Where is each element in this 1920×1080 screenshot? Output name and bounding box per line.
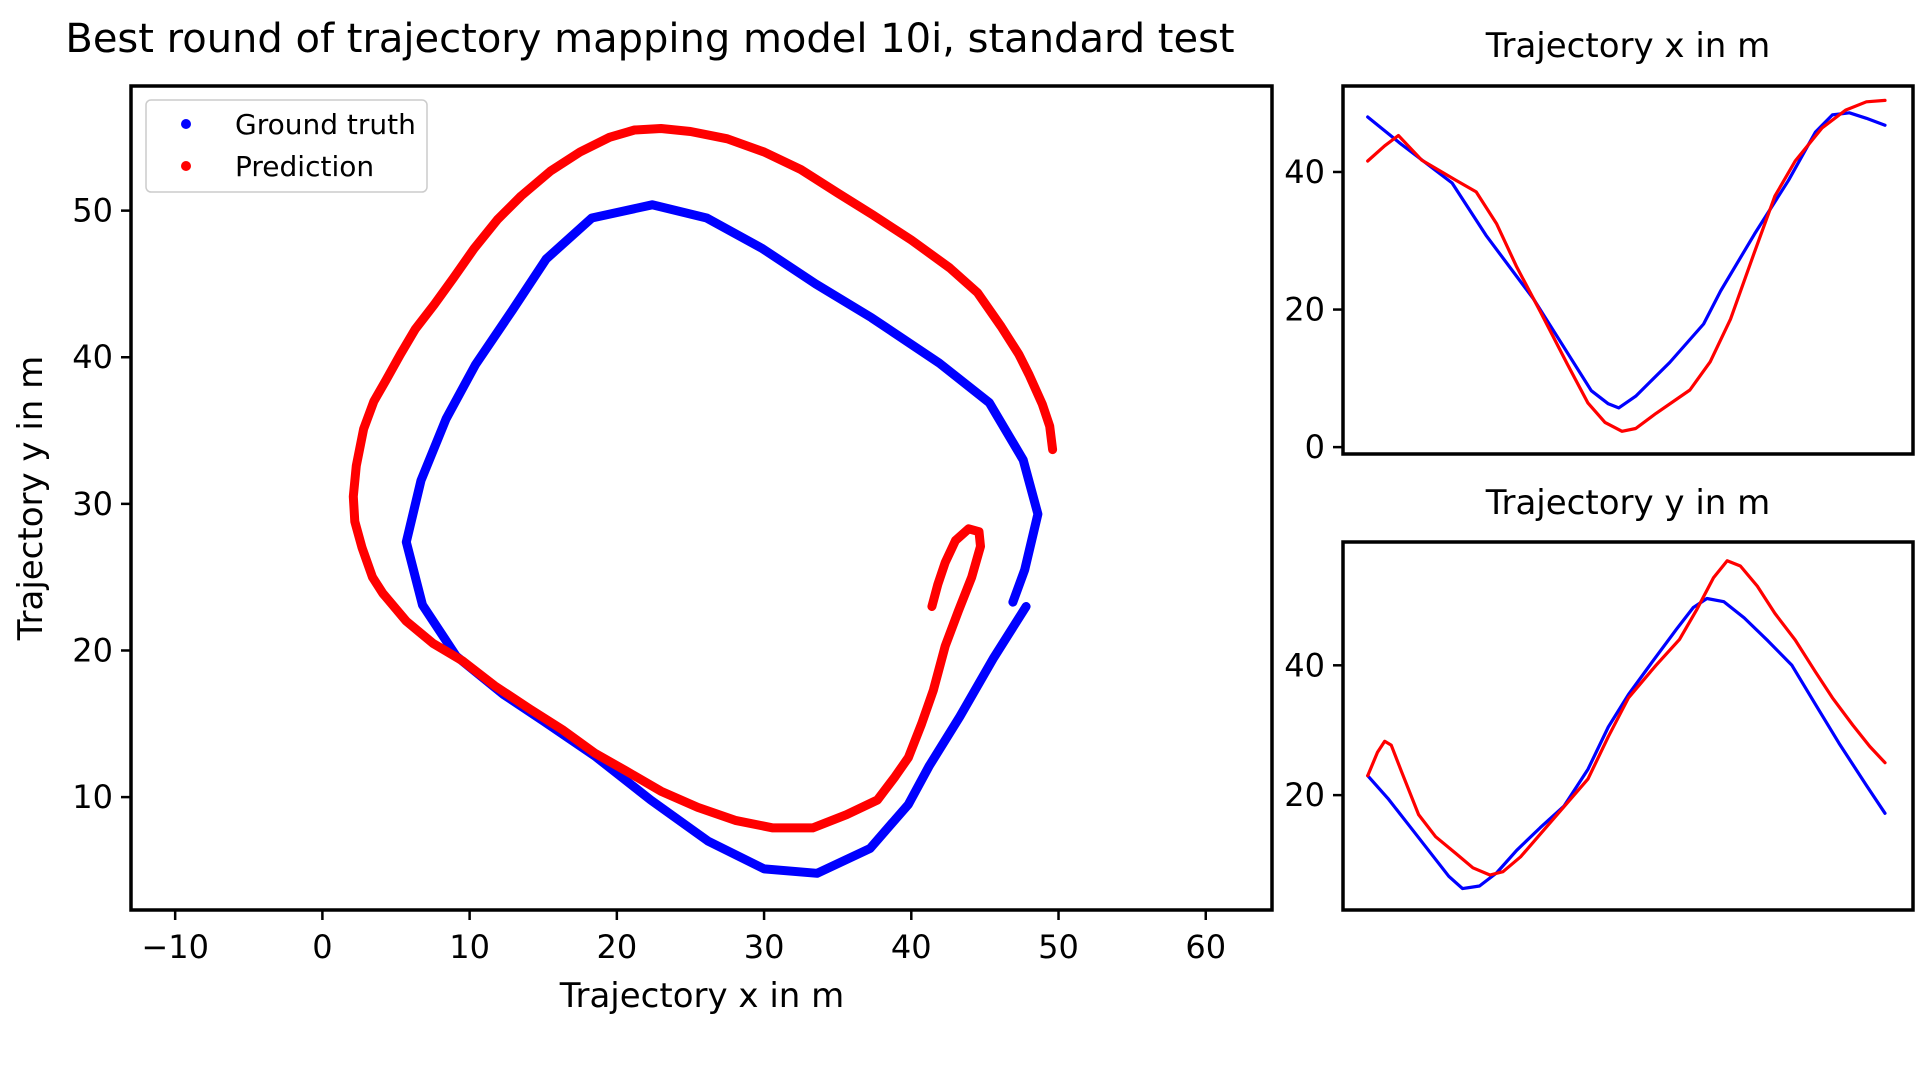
trajectory-y-ground-truth-line [1366,596,1887,891]
trajectory-x-y-ticks: 0 20 40 [1284,153,1343,466]
main-x-tick-label: 10 [449,928,490,966]
trajectory-x-chart-title: Trajectory x in m [1485,26,1771,66]
main-x-tick-label: −10 [141,928,209,966]
legend-label-prediction: Prediction [235,150,374,183]
legend-box [145,99,428,193]
main-y-axis-label: Trajectory y in m [11,356,51,642]
trajectory-x-chart: Trajectory x in m 0 20 40 [1284,26,1915,466]
main-y-tick-label: 40 [72,338,113,376]
trajectory-x-prediction-line [1366,98,1887,433]
legend: Ground truth Prediction [145,99,428,193]
main-chart-title: Best round of trajectory mapping model 1… [65,16,1234,62]
legend-marker-ground-truth [181,119,191,129]
main-x-ticks: −10 0 10 20 30 40 50 60 [141,910,1226,966]
main-x-tick-label: 20 [596,928,637,966]
main-y-tick-label: 30 [72,485,113,523]
main-x-axis-label: Trajectory x in m [559,976,845,1016]
legend-marker-prediction [181,161,191,171]
main-x-tick-label: 50 [1038,928,1079,966]
main-x-tick-label: 40 [891,928,932,966]
main-y-ticks: 10 20 30 40 50 [72,192,131,816]
trajectory-y-y-tick-label: 40 [1284,646,1325,684]
trajectory-x-ground-truth-line [1366,111,1887,410]
trajectory-x-plot-frame [1341,84,1915,456]
main-trajectory-chart: Best round of trajectory mapping model 1… [11,16,1274,1016]
trajectory-y-series-layer [1366,559,1887,891]
main-y-tick-label: 10 [72,778,113,816]
main-plot-frame [129,84,1274,912]
trajectory-y-y-tick-label: 20 [1284,776,1325,814]
legend-label-ground-truth: Ground truth [235,108,416,141]
main-y-tick-label: 50 [72,192,113,230]
trajectory-y-plot-frame [1341,540,1915,912]
trajectory-x-series-layer [1366,98,1887,433]
trajectory-y-chart-title: Trajectory y in m [1485,483,1771,523]
main-x-tick-label: 0 [312,928,332,966]
trajectory-y-prediction-line [1366,559,1887,877]
trajectory-x-y-tick-label: 20 [1284,291,1325,329]
main-ground-truth-line [401,200,1043,878]
main-x-tick-label: 30 [744,928,785,966]
main-prediction-line [348,124,1058,833]
main-x-tick-label: 60 [1185,928,1226,966]
main-series-layer [348,124,1058,878]
trajectory-x-y-tick-label: 0 [1305,428,1325,466]
main-y-tick-label: 20 [72,631,113,669]
trajectory-x-y-tick-label: 40 [1284,153,1325,191]
